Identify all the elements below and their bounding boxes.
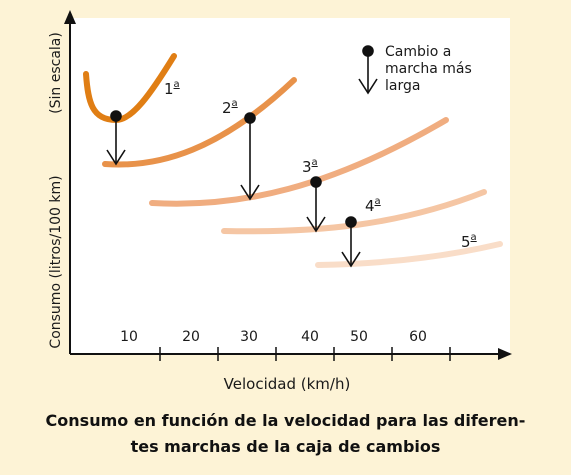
shift-arrow-3-4: [306, 176, 326, 233]
legend-arrow-icon: [358, 45, 378, 95]
legend-text-line1: Cambio a: [385, 44, 451, 60]
x-ticks: [159, 347, 451, 361]
x-axis-label: Velocidad (km/h): [224, 375, 351, 393]
x-tick-label: 10: [120, 329, 138, 345]
legend-text-line2: marcha más: [385, 61, 472, 77]
gear-4-curve: [221, 189, 487, 235]
gear-3-curve: [149, 117, 449, 207]
gear-2-label: 2a: [222, 98, 238, 117]
gear-1-label: 1a: [164, 79, 180, 98]
shift-arrow-2-3: [240, 112, 260, 201]
caption-line2: tes marchas de la caja de cambios: [130, 437, 441, 456]
x-tick-label: 30: [240, 329, 258, 345]
gear-3-label: 3a: [302, 157, 318, 176]
shift-arrow-1-2: [106, 110, 126, 166]
gear-2-curve: [102, 77, 297, 168]
figure-caption: Consumo en función de la velocidad para …: [0, 408, 571, 460]
x-tick-label: 60: [409, 329, 427, 345]
gear-4-label: 4a: [365, 196, 381, 215]
gear-5-label: 5a: [461, 232, 477, 251]
legend-text-line3: larga: [385, 78, 420, 94]
x-tick-label: 50: [350, 329, 368, 345]
x-axis: [70, 348, 512, 360]
y-axis-note: (Sin escala): [48, 32, 64, 114]
shift-arrow-4-5: [341, 216, 361, 268]
y-axis-label: Consumo (litros/100 km): [48, 175, 64, 348]
caption-line1: Consumo en función de la velocidad para …: [45, 411, 526, 430]
x-tick-label: 20: [182, 329, 200, 345]
y-axis: [64, 10, 76, 354]
gear-5-curve: [315, 241, 503, 268]
x-tick-label: 40: [301, 329, 319, 345]
